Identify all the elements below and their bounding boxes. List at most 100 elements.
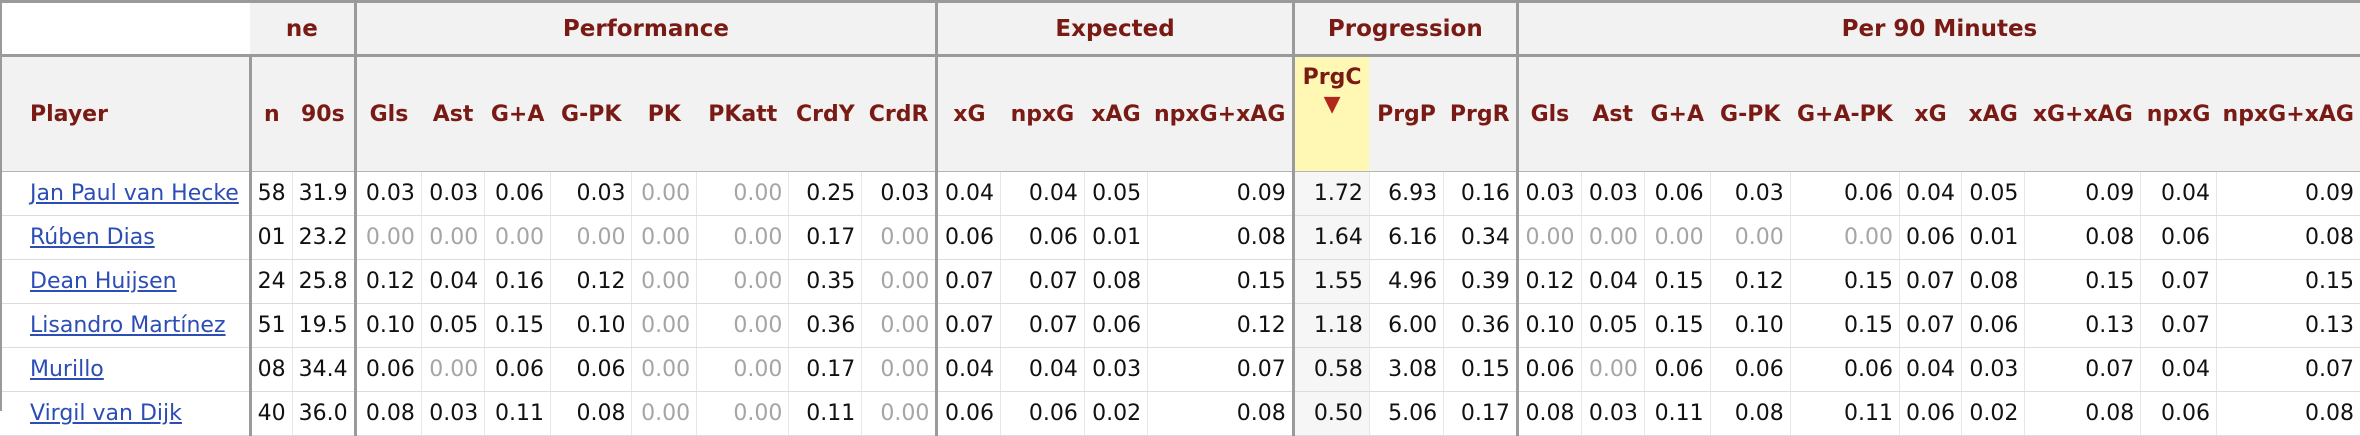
cell-p90-xag: 0.03 (1960, 347, 2025, 392)
cell-npxg-xag: 0.07 (1147, 347, 1294, 392)
cell-xag: 0.01 (1083, 215, 1148, 260)
col-npxg-xag[interactable]: npxG+xAG (1147, 55, 1294, 172)
cell-gpk: 0.10 (550, 303, 632, 348)
col-crdr[interactable]: CrdR (861, 55, 937, 172)
cell-gpk: 0.03 (550, 171, 632, 216)
col-p90-xg[interactable]: xG (1899, 55, 1962, 172)
col-p90-gls[interactable]: Gls (1515, 55, 1582, 172)
cell-npxg-xag: 0.15 (1147, 259, 1294, 304)
cell-p90-ga: 0.06 (1643, 347, 1711, 392)
col-gls[interactable]: Gls (353, 55, 422, 172)
cell-p90-xgxag: 0.09 (2024, 171, 2141, 216)
col-xg[interactable]: xG (935, 55, 1001, 172)
col-p90-gapk[interactable]: G+A-PK (1790, 55, 1900, 172)
cell-p90-ga: 0.11 (1643, 391, 1711, 436)
cell-min: 40 (249, 391, 293, 436)
player-link[interactable]: Jan Paul van Hecke (0, 171, 252, 216)
player-link[interactable]: Murillo (0, 347, 252, 392)
col-p90-ga[interactable]: G+A (1644, 55, 1711, 172)
cell-ga: 0.11 (484, 391, 551, 436)
cell-xg: 0.07 (935, 303, 1001, 348)
col-p90-ast[interactable]: Ast (1581, 55, 1645, 172)
col-crdy[interactable]: CrdY (788, 55, 862, 172)
cell-ga: 0.06 (484, 347, 551, 392)
cell-prgr: 0.16 (1443, 171, 1518, 216)
cell-p90-gapk: 0.11 (1789, 391, 1900, 436)
cell-ast: 0.04 (420, 259, 485, 304)
cell-p90-gpk: 0.06 (1709, 347, 1791, 392)
cell-p90-gls: 0.00 (1515, 215, 1582, 260)
cell-p90-xg: 0.06 (1899, 215, 1962, 260)
cell-p90-ga: 0.06 (1643, 171, 1711, 216)
player-link[interactable]: Dean Huijsen (0, 259, 252, 304)
cell-p90-gpk: 0.10 (1709, 303, 1791, 348)
col-90s[interactable]: 90s (292, 55, 356, 172)
table-row: Murillo 08 34.4 0.06 0.00 0.06 0.06 0.00 0.00 0.1… (0, 347, 2360, 392)
cell-crdy: 0.25 (788, 171, 862, 216)
cell-crdy: 0.35 (788, 259, 862, 304)
cell-p90-gapk: 0.15 (1789, 303, 1900, 348)
cell-gls: 0.00 (353, 215, 422, 260)
cell-prgc: 1.64 (1291, 215, 1370, 260)
cell-pk: 0.00 (631, 303, 697, 348)
cell-p90-npxg: 0.04 (2140, 171, 2217, 216)
col-ast[interactable]: Ast (421, 55, 485, 172)
cell-gls: 0.10 (353, 303, 422, 348)
cell-prgr: 0.36 (1443, 303, 1518, 348)
player-link[interactable]: Lisandro Martínez (0, 303, 252, 348)
cell-npxg: 0.07 (999, 259, 1085, 304)
cell-xag: 0.03 (1083, 347, 1148, 392)
cell-p90-gapk: 0.00 (1789, 215, 1900, 260)
cell-p90-gls: 0.03 (1515, 171, 1582, 216)
cell-min: 24 (249, 259, 293, 304)
cell-prgr: 0.15 (1443, 347, 1518, 392)
group-playing-time: ne (250, 0, 357, 57)
col-p90-npxg[interactable]: npxG (2140, 55, 2217, 172)
cell-p90-gls: 0.10 (1515, 303, 1582, 348)
col-prgc[interactable]: PrgC ▼ (1291, 55, 1370, 172)
player-link[interactable]: Rúben Dias (0, 215, 252, 260)
cell-p90-npxgxag: 0.07 (2215, 347, 2360, 392)
cell-prgr: 0.17 (1443, 391, 1518, 436)
col-player[interactable]: Player (0, 55, 252, 172)
cell-crdr: 0.00 (861, 391, 937, 436)
col-prgp[interactable]: PrgP (1369, 55, 1444, 172)
cell-pkatt: 0.00 (696, 303, 789, 348)
cell-p90-xag: 0.06 (1960, 303, 2025, 348)
cell-crdr: 0.00 (861, 303, 937, 348)
cell-gpk: 0.08 (550, 391, 632, 436)
cell-p90-xgxag: 0.13 (2024, 303, 2141, 348)
cell-prgc: 1.55 (1291, 259, 1370, 304)
player-link[interactable]: Virgil van Dijk (0, 391, 252, 436)
cell-gls: 0.06 (353, 347, 422, 392)
cell-p90-npxgxag: 0.13 (2215, 303, 2360, 348)
cell-npxg: 0.04 (999, 347, 1085, 392)
cell-xag: 0.08 (1083, 259, 1148, 304)
cell-p90-ga: 0.15 (1643, 259, 1711, 304)
cell-s90: 31.9 (291, 171, 356, 216)
col-prgr[interactable]: PrgR (1443, 55, 1518, 172)
cell-p90-xg: 0.07 (1899, 259, 1962, 304)
cell-min: 51 (249, 303, 293, 348)
col-xag[interactable]: xAG (1084, 55, 1148, 172)
cell-crdr: 0.00 (861, 347, 937, 392)
cell-p90-npxg: 0.07 (2140, 303, 2217, 348)
column-header-row: Player n 90s Gls Ast G+A G-PK PK PKatt C… (0, 55, 2360, 172)
cell-s90: 19.5 (291, 303, 356, 348)
cell-npxg: 0.06 (999, 215, 1085, 260)
cell-p90-ast: 0.05 (1580, 303, 1645, 348)
col-p90-xag[interactable]: xAG (1961, 55, 2025, 172)
col-npxg[interactable]: npxG (1000, 55, 1085, 172)
col-pk[interactable]: PK (631, 55, 697, 172)
col-gpk[interactable]: G-PK (550, 55, 632, 172)
col-ga[interactable]: G+A (484, 55, 551, 172)
cell-prgc: 0.50 (1291, 391, 1370, 436)
col-p90-xg-xag[interactable]: xG+xAG (2024, 55, 2141, 172)
cell-ast: 0.00 (420, 215, 485, 260)
col-p90-npxg-xag[interactable]: npxG+xAG (2216, 55, 2360, 172)
col-min[interactable]: n (250, 55, 293, 172)
col-p90-gpk[interactable]: G-PK (1710, 55, 1791, 172)
col-pkatt[interactable]: PKatt (696, 55, 789, 172)
cell-p90-gapk: 0.15 (1789, 259, 1900, 304)
cell-p90-xag: 0.05 (1960, 171, 2025, 216)
